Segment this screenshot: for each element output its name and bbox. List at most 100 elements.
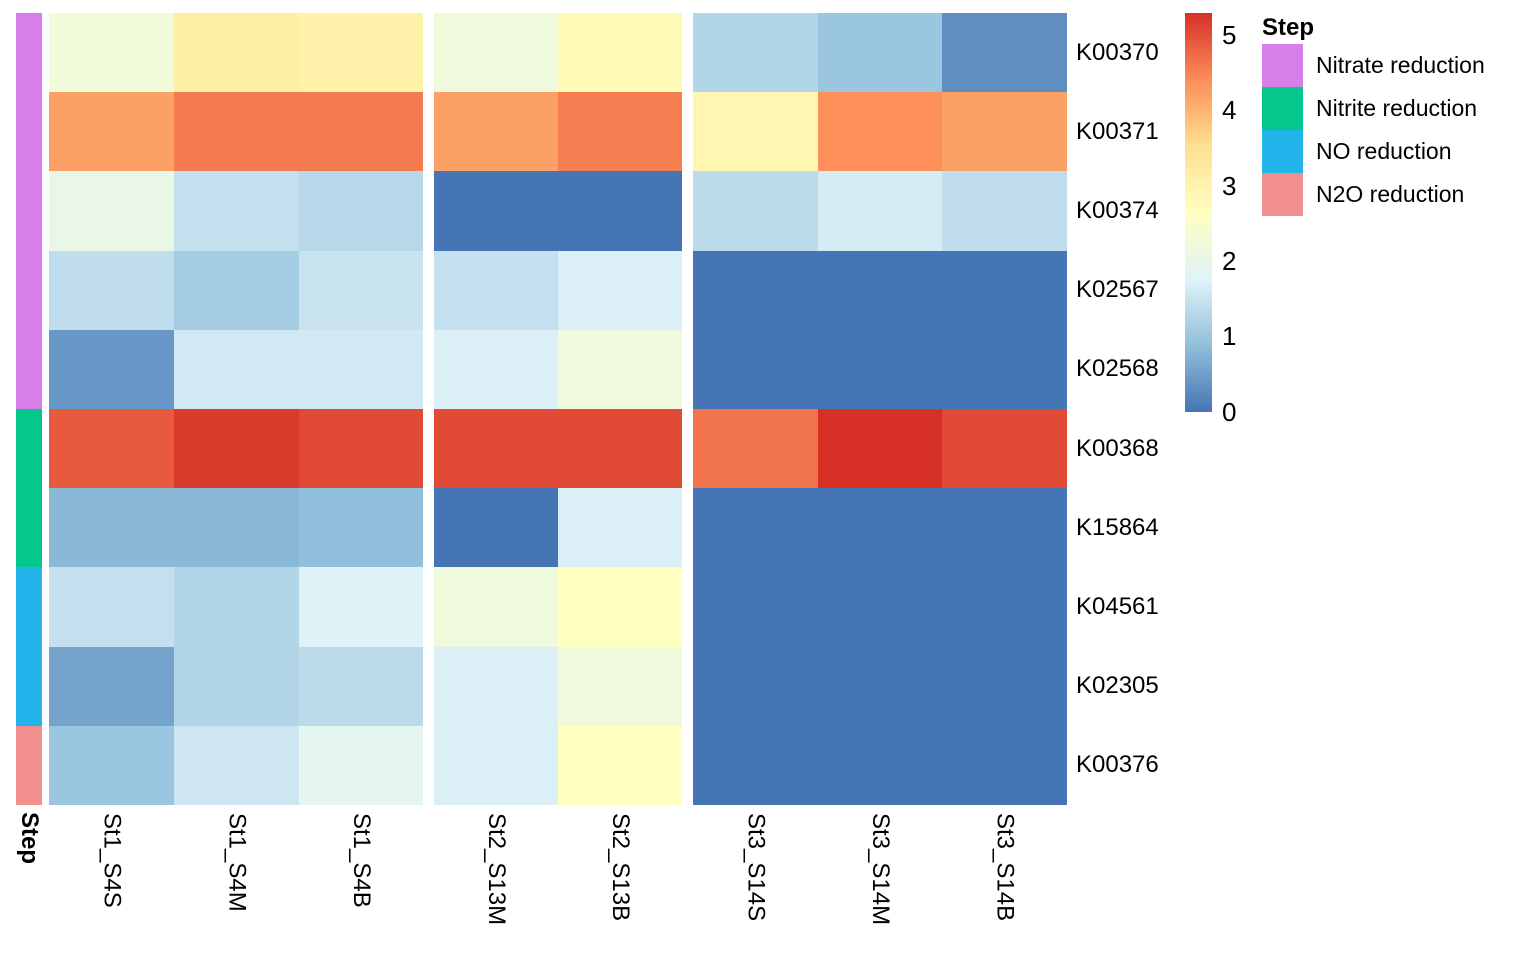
heatmap-cell: [693, 251, 818, 330]
heatmap-cell: [434, 409, 558, 488]
n2o-reduction-swatch: [1262, 173, 1303, 216]
heatmap-cell: [693, 567, 818, 647]
heatmap-cell: [434, 488, 558, 567]
legend-item: NO reduction: [1262, 130, 1532, 173]
heatmap-cell: [49, 251, 174, 330]
heatmap-cell: [818, 488, 942, 567]
column-label: St1_S4B: [348, 813, 375, 908]
heatmap-cell: [174, 251, 299, 330]
legend-item: Nitrate reduction: [1262, 44, 1532, 87]
heatmap-cell: [693, 171, 818, 251]
heatmap-cell: [942, 330, 1067, 409]
column-label: St3_S14S: [742, 813, 770, 922]
heatmap-cell: [174, 409, 299, 488]
colorbar-tick-label: 0: [1222, 396, 1237, 427]
heatmap-cell: [174, 92, 299, 171]
annotation-segment: [16, 567, 42, 726]
annotation-segment: [16, 13, 42, 409]
heatmap-cell: [558, 567, 682, 647]
legend-item-label: NO reduction: [1316, 138, 1452, 164]
heatmap-cell: [558, 488, 682, 567]
heatmap-cell: [558, 171, 682, 251]
heatmap-cell: [558, 647, 682, 726]
heatmap-cell: [693, 330, 818, 409]
heatmap-cell: [434, 13, 558, 92]
legend-item-label: Nitrate reduction: [1316, 52, 1485, 78]
row-label: K02568: [1076, 355, 1159, 383]
heatmap-cell: [693, 726, 818, 805]
heatmap-cell: [558, 409, 682, 488]
heatmap-cell: [942, 567, 1067, 647]
colorbar-tick-label: 5: [1222, 20, 1237, 51]
legend-item: N2O reduction: [1262, 173, 1532, 216]
heatmap-cell: [693, 647, 818, 726]
heatmap-cell: [299, 13, 423, 92]
heatmap-cell: [299, 726, 423, 805]
heatmap-cell: [942, 251, 1067, 330]
heatmap-cell: [299, 171, 423, 251]
heatmap-cell: [299, 92, 423, 171]
heatmap-cell: [693, 409, 818, 488]
heatmap-cell: [49, 647, 174, 726]
heatmap-cell: [434, 171, 558, 251]
heatmap-cell: [174, 726, 299, 805]
heatmap-cell: [174, 171, 299, 251]
heatmap-cell: [818, 647, 942, 726]
heatmap-cell: [558, 251, 682, 330]
heatmap-cell: [818, 251, 942, 330]
heatmap-cell: [818, 567, 942, 647]
colorbar-tick-label: 3: [1222, 170, 1237, 201]
column-label: St1_S4M: [223, 813, 251, 912]
heatmap-cell: [49, 171, 174, 251]
column-label: St2_S13B: [607, 813, 634, 922]
row-label: K02567: [1076, 276, 1159, 304]
heatmap-cell: [434, 92, 558, 171]
legend-item-label: N2O reduction: [1316, 181, 1465, 207]
heatmap-cell: [49, 409, 174, 488]
heatmap-cell: [49, 726, 174, 805]
colorbar-tick-label: 4: [1222, 95, 1237, 126]
nitrite-reduction-swatch: [1262, 87, 1303, 130]
row-label: K00374: [1076, 197, 1159, 224]
heatmap-cell: [942, 488, 1067, 567]
heatmap-cell: [818, 13, 942, 92]
annotation-segment: [16, 409, 42, 567]
legend-item-label: Nitrite reduction: [1316, 95, 1478, 121]
colorbar-tick-label: 2: [1222, 245, 1237, 276]
heatmap-cell: [434, 647, 558, 726]
heatmap-cell: [558, 330, 682, 409]
heatmap-cell: [299, 488, 423, 567]
legend-title: Step: [1262, 14, 1315, 41]
heatmap-cell: [693, 13, 818, 92]
annotation-segment: [16, 726, 42, 805]
heatmap-cell: [299, 409, 423, 488]
heatmap-cell: [299, 567, 423, 647]
heatmap-cell: [693, 92, 818, 171]
column-label: St3_S14M: [867, 813, 894, 926]
heatmap-cell: [299, 251, 423, 330]
heatmap-cell: [818, 171, 942, 251]
step-legend: Step Nitrate reduction Nitrite reduction…: [1262, 12, 1532, 216]
colorbar: [1185, 13, 1212, 412]
heatmap-cell: [558, 726, 682, 805]
row-label: K02305: [1076, 672, 1159, 700]
column-label: St2_S13M: [483, 813, 510, 926]
heatmap-cell: [49, 92, 174, 171]
heatmap-cell: [174, 647, 299, 726]
no-reduction-swatch: [1262, 130, 1303, 173]
heatmap-cell: [434, 330, 558, 409]
heatmap-cell: [942, 92, 1067, 171]
legend-item: Nitrite reduction: [1262, 87, 1532, 130]
row-label: K00368: [1076, 434, 1159, 462]
heatmap-cell: [299, 647, 423, 726]
heatmap-cell: [942, 409, 1067, 488]
heatmap-cell: [558, 92, 682, 171]
heatmap-cell: [49, 488, 174, 567]
heatmap-cell: [434, 726, 558, 805]
column-label: St3_S14B: [991, 813, 1019, 922]
heatmap-cell: [942, 13, 1067, 92]
row-label: K00376: [1076, 751, 1159, 779]
nitrate-reduction-swatch: [1262, 44, 1303, 87]
column-label: St1_S4S: [98, 813, 126, 908]
